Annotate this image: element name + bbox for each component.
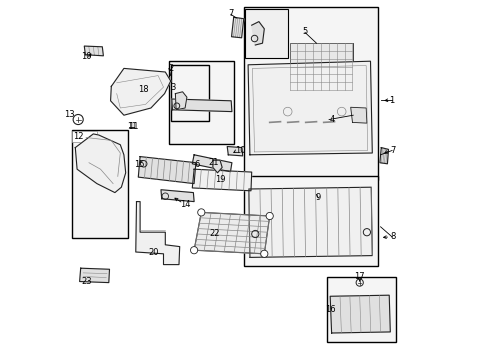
Text: 17: 17 <box>354 272 364 281</box>
Polygon shape <box>136 202 179 265</box>
Text: 8: 8 <box>389 233 395 242</box>
Text: 19: 19 <box>214 175 225 184</box>
Polygon shape <box>212 160 222 173</box>
Text: 5: 5 <box>302 27 307 36</box>
Text: 13: 13 <box>64 110 75 119</box>
Text: 11: 11 <box>128 122 139 131</box>
Circle shape <box>265 212 273 220</box>
Polygon shape <box>350 107 366 123</box>
Text: 15: 15 <box>134 161 144 170</box>
Polygon shape <box>84 46 103 56</box>
Polygon shape <box>110 68 170 115</box>
Bar <box>244 7 377 180</box>
Bar <box>72 130 127 238</box>
Text: 6: 6 <box>194 161 199 170</box>
Bar <box>72 131 97 142</box>
Text: 1: 1 <box>388 96 394 105</box>
Polygon shape <box>248 187 371 257</box>
Text: 4: 4 <box>329 115 334 124</box>
Text: 18: 18 <box>138 85 149 94</box>
Bar <box>183 103 189 109</box>
Circle shape <box>197 209 204 216</box>
Text: 10: 10 <box>234 146 245 155</box>
Polygon shape <box>247 61 371 155</box>
Text: 2: 2 <box>168 64 173 73</box>
Text: 22: 22 <box>209 229 220 238</box>
Text: 20: 20 <box>148 248 159 257</box>
Text: 14: 14 <box>180 200 190 209</box>
Polygon shape <box>75 134 125 193</box>
Polygon shape <box>379 148 387 164</box>
Bar <box>168 61 233 144</box>
Bar <box>289 43 352 90</box>
Text: 7: 7 <box>389 146 395 155</box>
Polygon shape <box>231 17 244 38</box>
Polygon shape <box>192 155 231 172</box>
Circle shape <box>260 250 267 257</box>
Polygon shape <box>171 99 231 112</box>
Bar <box>215 103 222 109</box>
Text: 11: 11 <box>127 122 137 131</box>
Text: 16: 16 <box>324 305 335 314</box>
Text: 10: 10 <box>81 53 91 62</box>
Text: 12: 12 <box>73 132 83 141</box>
Bar <box>244 176 377 266</box>
Text: 23: 23 <box>81 277 92 286</box>
Circle shape <box>190 247 197 254</box>
Text: 7: 7 <box>228 9 233 18</box>
Polygon shape <box>227 147 242 156</box>
Polygon shape <box>175 92 186 110</box>
Polygon shape <box>329 295 389 333</box>
Polygon shape <box>80 268 109 283</box>
Text: 3: 3 <box>170 83 176 92</box>
Polygon shape <box>138 157 196 184</box>
Polygon shape <box>251 22 264 45</box>
Polygon shape <box>161 190 194 202</box>
Bar <box>326 277 395 342</box>
Text: 21: 21 <box>208 158 219 166</box>
Bar <box>170 65 208 121</box>
Text: 9: 9 <box>315 193 320 202</box>
Polygon shape <box>192 169 251 191</box>
Polygon shape <box>194 212 269 254</box>
Bar <box>244 9 287 58</box>
